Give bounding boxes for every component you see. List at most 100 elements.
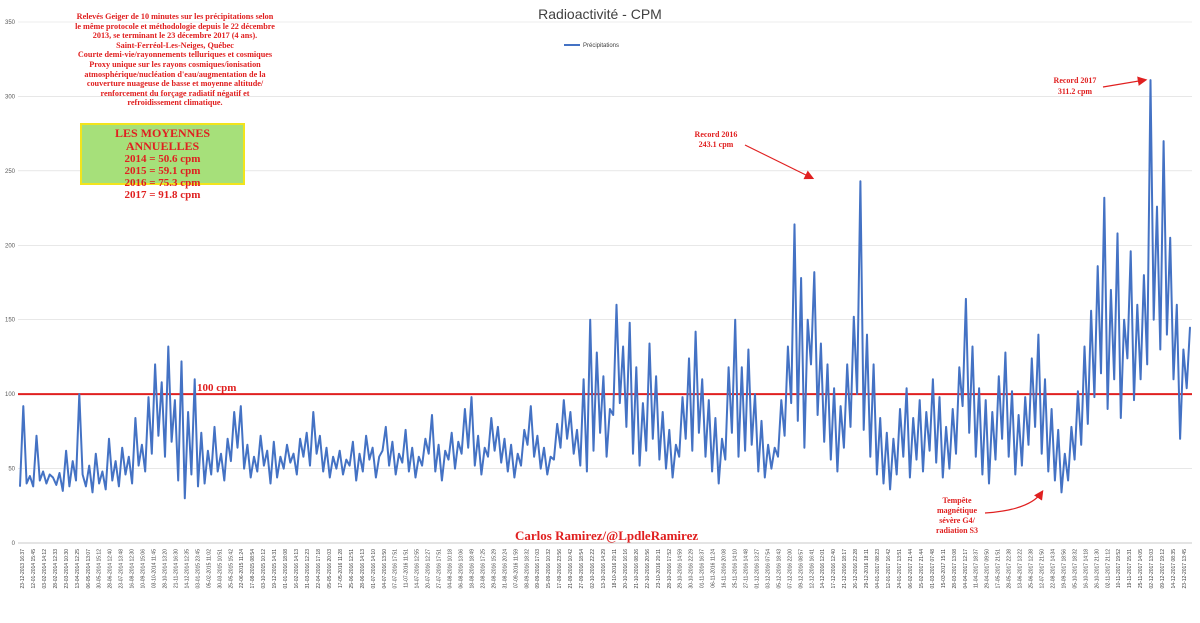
data-point xyxy=(263,465,265,467)
data-point xyxy=(1011,390,1013,392)
data-point xyxy=(494,450,496,452)
data-point xyxy=(325,447,328,449)
data-point xyxy=(681,396,684,398)
x-tick-label: 23-07-2014 13:48 xyxy=(119,549,125,589)
data-point xyxy=(121,447,123,449)
data-point xyxy=(780,399,782,401)
notes-line: renforcement du forçage radiatif négatif… xyxy=(100,88,250,98)
x-tick-label: 03-12-2016 07:54 xyxy=(765,549,771,589)
data-point xyxy=(332,456,334,458)
data-point xyxy=(95,453,97,455)
data-point xyxy=(820,342,822,345)
data-point xyxy=(91,491,94,493)
data-point xyxy=(843,447,845,449)
y-tick-label: 300 xyxy=(5,94,16,100)
data-point xyxy=(553,459,555,461)
data-point xyxy=(803,447,806,449)
data-point xyxy=(955,453,957,455)
data-point xyxy=(138,465,140,467)
average-2014: 2014 = 50.6 cpm xyxy=(124,153,201,165)
data-point xyxy=(975,456,977,458)
x-tick-label: 04-04-2017 12:17 xyxy=(963,549,969,589)
data-point xyxy=(223,479,225,482)
x-tick-label: 10-11-2017 19:52 xyxy=(1116,549,1122,588)
data-point xyxy=(929,450,931,452)
data-point xyxy=(592,450,595,452)
data-point xyxy=(1034,426,1036,428)
data-point xyxy=(362,470,364,473)
data-point xyxy=(217,470,219,473)
data-point xyxy=(131,482,133,485)
data-point xyxy=(322,470,324,473)
data-point xyxy=(517,453,519,455)
data-point xyxy=(586,470,588,473)
data-point xyxy=(856,393,858,395)
x-tick-label: 14-07-2016 12:55 xyxy=(415,549,421,589)
x-tick-label: 06-08-2016 13:06 xyxy=(459,549,465,589)
data-point xyxy=(764,476,766,479)
data-point xyxy=(1103,197,1105,199)
data-point xyxy=(345,459,347,461)
x-tick-label: 23-08-2016 17:25 xyxy=(480,549,486,589)
y-tick-label: 0 xyxy=(12,541,16,547)
data-point xyxy=(220,453,222,455)
data-point xyxy=(200,432,202,434)
x-tick-label: 13-06-2017 13:22 xyxy=(1018,549,1024,589)
data-point xyxy=(1008,456,1010,458)
data-point xyxy=(1123,319,1125,321)
x-tick-label: 27-11-2016 14:48 xyxy=(744,549,750,588)
data-point xyxy=(1116,232,1119,234)
data-point xyxy=(787,345,789,348)
data-point xyxy=(45,482,48,485)
x-tick-label: 29-10-2016 14:59 xyxy=(678,549,684,589)
data-point xyxy=(573,453,575,455)
x-tick-label: 23-12-2013 16:37 xyxy=(20,549,26,589)
data-point xyxy=(797,420,799,422)
data-point xyxy=(533,456,535,458)
data-point xyxy=(144,470,146,473)
data-point xyxy=(754,393,756,395)
notes-block: Relevés Geiger de 10 minutes sur les pré… xyxy=(40,12,310,108)
data-point xyxy=(78,393,80,395)
data-point xyxy=(675,444,677,446)
data-point xyxy=(1057,429,1059,431)
data-point xyxy=(19,485,21,487)
x-tick-label: 11-07-2016 11:51 xyxy=(404,549,410,588)
x-tick-label: 23-10-2016 20:11 xyxy=(656,549,662,588)
data-point xyxy=(447,459,450,461)
data-point xyxy=(922,470,924,473)
data-point xyxy=(75,479,77,482)
data-point xyxy=(42,470,44,473)
data-point xyxy=(276,476,278,479)
data-point xyxy=(655,375,657,377)
data-point xyxy=(236,447,239,449)
x-tick-label: 17-09-2016 23:56 xyxy=(557,549,563,589)
data-point xyxy=(365,435,367,437)
x-tick-label: 03-10-2014 11:45 xyxy=(152,549,158,588)
x-tick-label: 16-10-2017 14:18 xyxy=(1083,549,1089,589)
data-point xyxy=(385,426,387,428)
data-point xyxy=(32,485,34,487)
data-point xyxy=(408,470,410,473)
data-point xyxy=(737,456,740,458)
y-tick-label: 250 xyxy=(5,169,16,175)
data-point xyxy=(266,450,268,452)
data-point xyxy=(309,465,311,467)
data-point xyxy=(622,345,624,348)
storm-line-1: Tempête xyxy=(942,496,971,505)
data-point xyxy=(866,334,868,336)
x-tick-label: 05-10-2017 18:32 xyxy=(1072,549,1078,589)
x-tick-label: 08-09-2016 18:32 xyxy=(524,549,530,589)
data-point xyxy=(115,460,117,462)
data-point xyxy=(998,375,1000,377)
data-point xyxy=(1080,444,1082,446)
data-point xyxy=(678,456,680,458)
data-point xyxy=(342,473,344,476)
data-point xyxy=(470,396,473,398)
data-point xyxy=(316,453,318,455)
data-point xyxy=(428,453,430,455)
x-tick-label: 15-02-2017 21:44 xyxy=(919,549,925,589)
x-tick-label: 23-03-2014 10:30 xyxy=(64,549,70,589)
data-point xyxy=(151,453,153,455)
data-point xyxy=(919,399,921,401)
